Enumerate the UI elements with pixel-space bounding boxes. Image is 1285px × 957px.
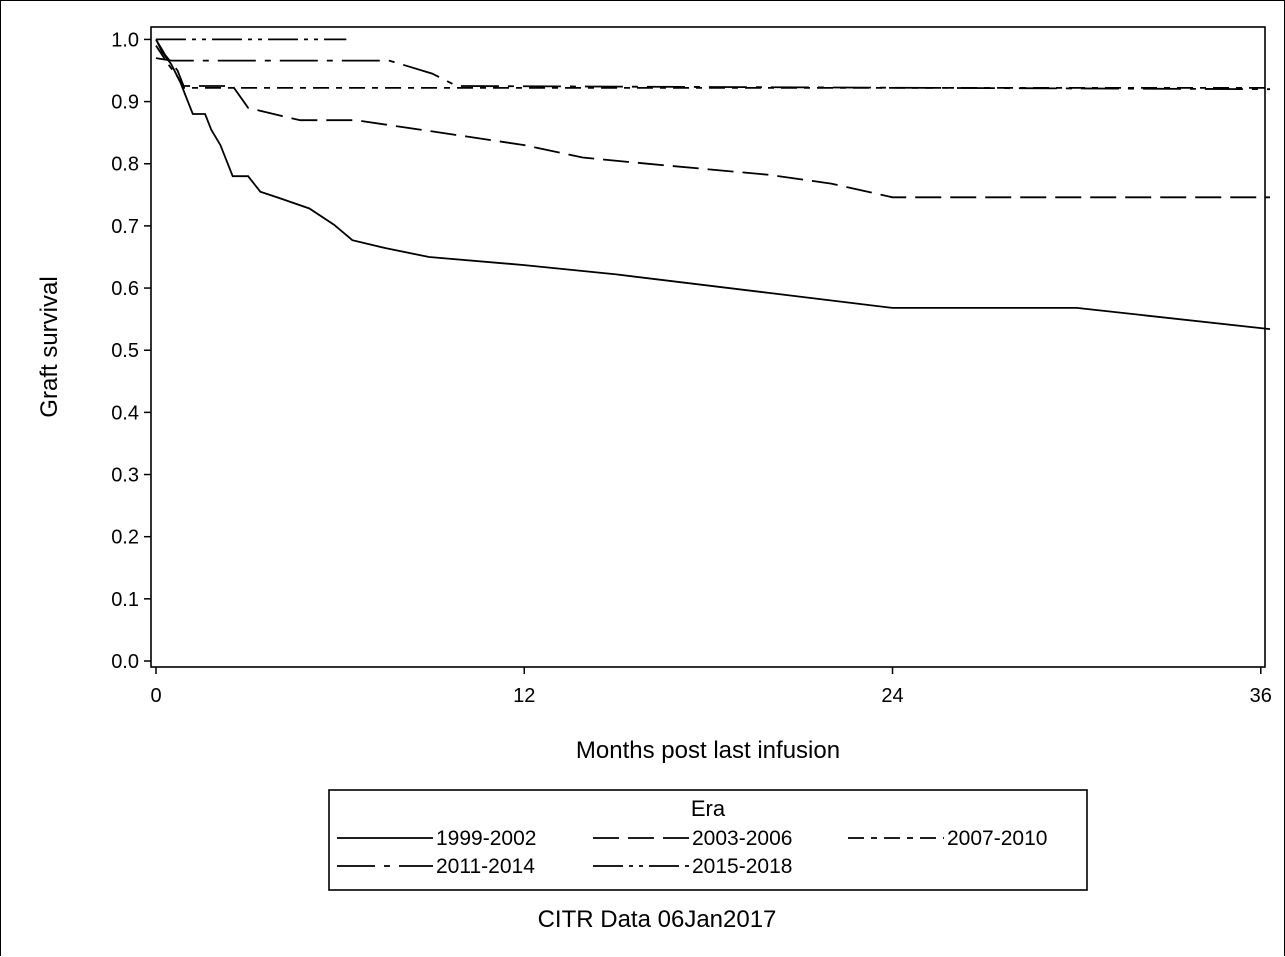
x-axis-label: Months post last infusion	[576, 737, 840, 764]
series-line-2007-2010	[155, 45, 1270, 89]
series-line-1999-2002	[155, 39, 1271, 330]
y-tick-label: 1.0	[111, 29, 139, 51]
legend-label: 1999-2002	[436, 827, 536, 850]
y-tick-label: 0.5	[111, 340, 139, 362]
y-tick-label: 0.2	[111, 527, 139, 549]
legend-label: 2015-2018	[692, 855, 792, 878]
legend-label: 2011-2014	[436, 855, 535, 878]
y-tick-label: 0.6	[111, 278, 139, 300]
x-tick-label: 0	[150, 685, 161, 707]
y-tick-label: 0.4	[111, 402, 139, 424]
x-tick-label: 24	[881, 685, 903, 707]
y-tick-label: 0.7	[111, 216, 139, 238]
y-tick-label: 0.0	[111, 651, 139, 673]
y-tick-label: 0.1	[111, 589, 139, 611]
y-axis-label: Graft survival	[36, 276, 63, 417]
series-lines	[155, 38, 1271, 330]
legend: Era 1999-2002 2003-2006 2007-2010 2011-2014…	[328, 789, 1088, 891]
x-axis: 0 12 24 36	[150, 667, 1272, 707]
footnote: CITR Data 06Jan2017	[538, 906, 777, 933]
series-line-2003-2006	[155, 38, 1270, 199]
y-tick-label: 0.9	[111, 92, 139, 114]
plot-area	[150, 26, 1266, 668]
legend-items: 1999-2002 2003-2006 2007-2010 2011-2014 2015…	[337, 827, 1047, 878]
x-tick-label: 12	[513, 685, 535, 707]
y-axis: 0.0 0.1 0.2 0.3 0.4 0.5 0.6 0.7 0.8 0.9 1.0	[111, 29, 151, 673]
legend-title: Era	[691, 796, 726, 821]
series-line-2011-2014	[155, 57, 1271, 91]
legend-label: 2003-2006	[692, 827, 792, 850]
x-tick-label: 36	[1250, 685, 1272, 707]
y-tick-label: 0.8	[111, 154, 139, 176]
y-tick-label: 0.3	[111, 465, 139, 487]
legend-box	[328, 789, 1088, 891]
legend-label: 2007-2010	[947, 827, 1047, 850]
